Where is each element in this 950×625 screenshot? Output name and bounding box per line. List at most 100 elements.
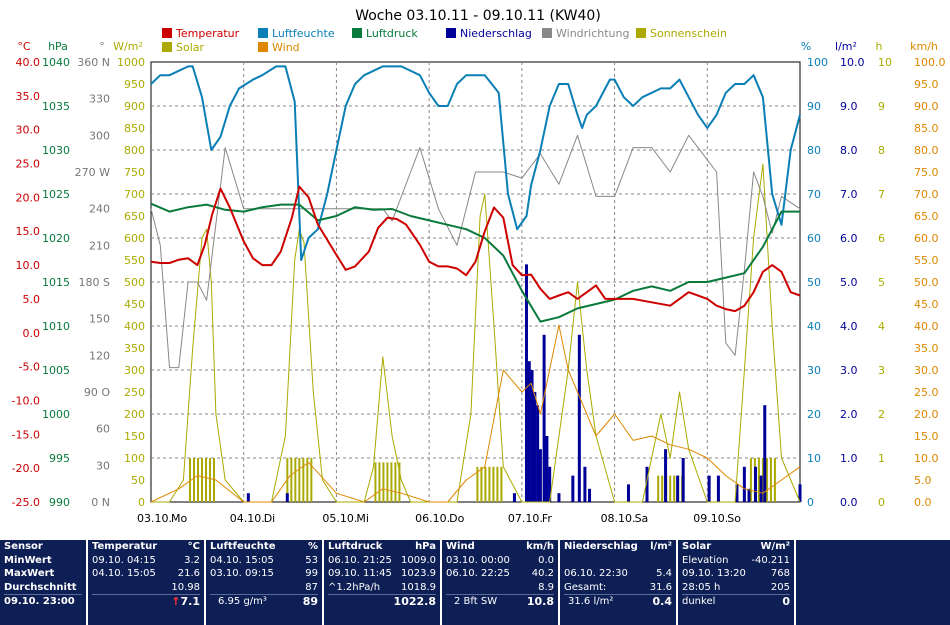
right-axis-tick-label: 20 <box>807 408 821 421</box>
sunshine-bar <box>386 462 389 502</box>
right-axis-tick-label: 60 <box>807 232 821 245</box>
rain-total-val: 31.6 <box>649 581 672 593</box>
left-axis-tick-label: -5.0 <box>19 361 40 374</box>
legend: Temperatur Luftfeuchte Luftdruck Niederschl… <box>162 27 727 54</box>
right-axis-tick-label: 100.0 <box>914 56 946 69</box>
sunshine-bar <box>669 475 672 502</box>
right-axis-tick-label: 100 <box>807 56 828 69</box>
right-axis-tick-label: 3 <box>878 364 885 377</box>
rain-bar <box>577 334 581 502</box>
left-axis-tick-label: 35.0 <box>16 90 41 103</box>
wind-max-val: 40.2 <box>531 568 554 579</box>
rain-bar <box>583 466 587 502</box>
right-axis-tick-label: 75.0 <box>914 166 939 179</box>
table-col-temperatur: Temperatur °C 09.10. 04:15 3.2 04.10. 15:0… <box>88 540 204 625</box>
right-axis-tick-label: 3.0 <box>840 364 858 377</box>
right-axis-tick-label: 90.0 <box>914 100 939 113</box>
grid <box>151 62 800 502</box>
legend-swatch <box>352 28 362 38</box>
x-axis-weekday-label: Mi <box>356 512 369 525</box>
right-axis-unit: km/h <box>910 40 938 53</box>
right-axis-tick-label: 0 <box>807 496 814 509</box>
solar-head: Solar <box>682 541 712 552</box>
right-axis-unit: % <box>801 40 811 53</box>
solar-max-time: 09.10. 13:20 <box>682 568 746 579</box>
left-axis-tick-label: -10.0 <box>12 394 40 407</box>
right-axis-tick-label: 0.0 <box>840 496 858 509</box>
sunshine-bar <box>294 458 297 502</box>
rain-total-label: Gesamt: <box>564 581 607 593</box>
rain-bar <box>676 475 680 502</box>
hum-unit: % <box>307 541 318 552</box>
sunshine-bar <box>394 462 397 502</box>
x-axis-weekday-label: Fr <box>542 512 553 525</box>
temp-max-val: 21.6 <box>177 568 200 579</box>
series-line-windrichtung <box>150 134 801 369</box>
hum-max-time: 03.10. 09:15 <box>210 568 274 579</box>
rain-bar <box>246 493 250 502</box>
press-max-val: 1023.9 <box>401 568 436 579</box>
left-axis-tick-label: 120 <box>89 349 110 362</box>
sunshine-bar <box>500 466 503 502</box>
wind-current: 10.8 <box>526 595 554 608</box>
legend-swatch <box>636 28 646 38</box>
right-axis-tick-label: 9.0 <box>840 100 858 113</box>
left-axis-unit: ° <box>99 40 105 53</box>
left-axis-tick-label: 550 <box>124 254 145 267</box>
left-axis-tick-label: 1005 <box>42 364 70 377</box>
table-col-sensor: Sensor MinWert MaxWert Durchschnitt 09.1… <box>0 540 86 625</box>
left-axis-tick-label: 800 <box>124 144 145 157</box>
legend-swatch <box>446 28 456 38</box>
right-axis-tick-label: 70.0 <box>914 188 939 201</box>
rain-bar <box>524 264 528 502</box>
right-axis-tick-label: 50 <box>807 276 821 289</box>
series-line-luftdruck <box>150 202 800 323</box>
rain-bar <box>548 466 552 502</box>
left-axis-tick-label: 30.0 <box>16 124 41 137</box>
right-axis-tick-label: 85.0 <box>914 122 939 135</box>
sunshine-bar <box>204 458 207 502</box>
sunshine-bar <box>773 458 776 502</box>
right-axis-tick-label: 45.0 <box>914 298 939 311</box>
left-axis-tick-label: 330 <box>89 93 110 106</box>
right-axis-tick-label: 40 <box>807 320 821 333</box>
temp-head: Temperatur <box>92 541 158 552</box>
table-col-luftdruck: Luftdruck hPa 06.10. 21:25 1009.0 09.10. 1… <box>324 540 440 625</box>
sunshine-bar <box>480 466 483 502</box>
temp-unit: °C <box>187 541 200 552</box>
right-axis-tick-label: 30 <box>807 364 821 377</box>
sunshine-bar <box>200 458 203 502</box>
left-axis-tick-label: 1010 <box>42 320 70 333</box>
rain-bar <box>664 449 668 502</box>
right-axis-tick-label: 6.0 <box>840 232 858 245</box>
rain-bar <box>512 493 516 502</box>
x-axis-weekday-label: Mo <box>171 512 187 525</box>
wind-unit: km/h <box>526 541 554 552</box>
right-axis-tick-label: 35.0 <box>914 342 939 355</box>
rain-max-time: 06.10. 22:30 <box>564 568 628 579</box>
temp-current: 7.1 <box>180 595 201 608</box>
right-axis-tick-label: 90 <box>807 100 821 113</box>
rain-bar <box>527 361 531 502</box>
sunshine-bar <box>298 458 301 502</box>
rain-bar <box>545 436 549 502</box>
right-axis-tick-label: 5 <box>878 276 885 289</box>
right-axis-tick-label: 2.0 <box>840 408 858 421</box>
left-axis-tick-label: 15.0 <box>16 225 41 238</box>
sunshine-bar <box>398 462 401 502</box>
rain-summary: 31.6 l/m² <box>568 596 614 607</box>
hum-current: 89 <box>302 595 318 608</box>
x-axis-date-label: 09.10. <box>693 512 728 525</box>
x-axis-date-label: 04.10. <box>230 512 265 525</box>
right-axis-tick-label: 10.0 <box>840 56 865 69</box>
wind-min-time: 03.10. 00:00 <box>446 554 510 566</box>
sunshine-bar <box>390 462 393 502</box>
left-axis-tick-label: 1020 <box>42 232 70 245</box>
left-axis-tick-label: 360 N <box>77 56 110 69</box>
left-axis-tick-label: 240 <box>89 203 110 216</box>
right-axis-tick-label: 80 <box>807 144 821 157</box>
legend-label: Sonnenschein <box>650 27 727 40</box>
sensor-row-min: MinWert <box>4 554 52 566</box>
right-axis-tick-label: 95.0 <box>914 78 939 91</box>
right-axis-tick-label: 30.0 <box>914 364 939 377</box>
